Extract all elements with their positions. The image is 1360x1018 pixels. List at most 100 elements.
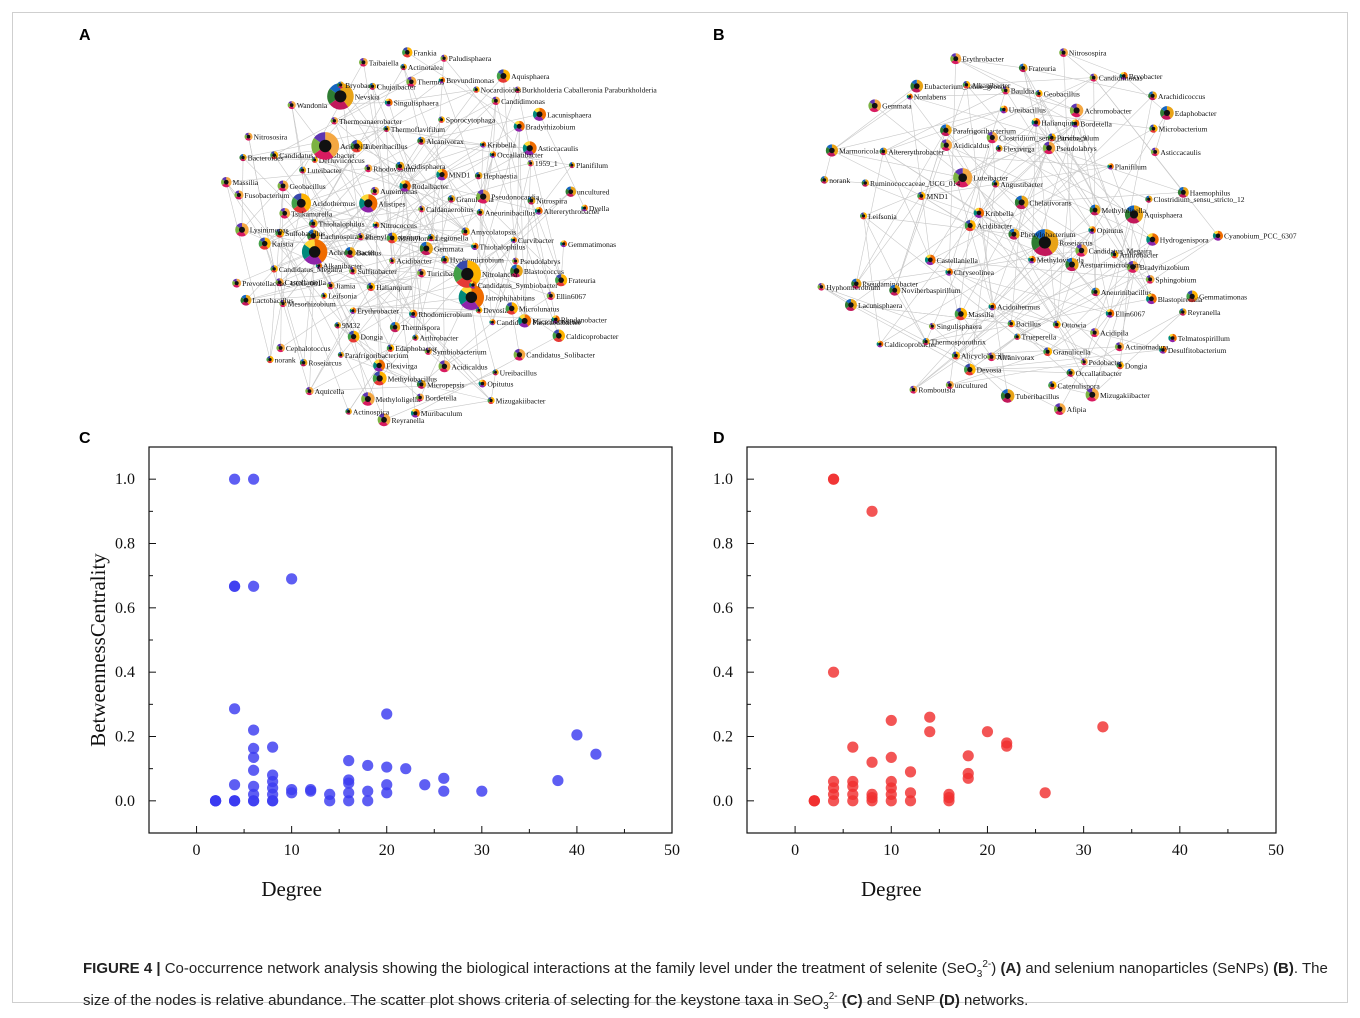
- scatter-point: [828, 795, 839, 806]
- scatter-point: [905, 795, 916, 806]
- scatter-point: [324, 795, 335, 806]
- scatter-point: [248, 474, 259, 485]
- scatter-point: [438, 773, 449, 784]
- x-tick-label: 0: [791, 842, 799, 859]
- x-tick-label: 10: [883, 842, 899, 859]
- scatter-point: [248, 795, 259, 806]
- caption-segment: and selenium nanoparticles (SeNPs): [1021, 960, 1273, 977]
- scatter-point: [963, 750, 974, 761]
- scatter-point: [847, 742, 858, 753]
- scatter-point: [343, 778, 354, 789]
- scatter-point: [286, 787, 297, 798]
- caption-segment: 2-: [982, 959, 991, 970]
- scatter-point: [809, 795, 820, 806]
- y-tick-label: 1.0: [115, 471, 135, 488]
- scatter-point: [476, 786, 487, 797]
- scatter-point: [267, 795, 278, 806]
- scatter-point: [419, 779, 430, 790]
- scatter-points: [210, 474, 602, 807]
- scatter-point: [400, 763, 411, 774]
- y-tick-label: 0.8: [713, 536, 733, 553]
- scatter-point: [229, 703, 240, 714]
- scatter-point: [886, 715, 897, 726]
- scatter-point: [305, 786, 316, 797]
- scatter-point: [963, 773, 974, 784]
- caption-segment: 2-: [829, 991, 838, 1002]
- y-tick-label: 0.8: [115, 536, 135, 553]
- scatter-point: [866, 506, 877, 517]
- scatter-point: [1001, 741, 1012, 752]
- y-axis-title: BetweennessCentrality: [86, 553, 110, 747]
- scatter-point: [248, 765, 259, 776]
- x-axis-title: Degree: [861, 877, 922, 901]
- x-tick-label: 0: [193, 842, 201, 859]
- x-tick-label: 10: [284, 842, 300, 859]
- plot-frame: [149, 447, 672, 833]
- caption-segment: Co-occurrence network analysis showing t…: [161, 960, 977, 977]
- scatter-panels: C 0 10 20 30 40 50 0.0 0.2 0.4 0.6 0.8 1.0 Degree Betw…: [13, 13, 1349, 943]
- x-tick-label: 20: [379, 842, 395, 859]
- scatter-point: [886, 752, 897, 763]
- scatter-point: [343, 795, 354, 806]
- scatter-point: [924, 726, 935, 737]
- caption-segment: networks.: [960, 992, 1028, 1009]
- scatter-point: [886, 795, 897, 806]
- scatter-point: [552, 775, 563, 786]
- scatter-point: [286, 573, 297, 584]
- scatter-point: [210, 795, 221, 806]
- scatter-point: [381, 761, 392, 772]
- figure-caption: FIGURE 4 | Co-occurrence network analysi…: [83, 954, 1351, 1018]
- y-tick-label: 0.4: [713, 664, 733, 681]
- x-tick-label: 50: [664, 842, 680, 859]
- scatter-point: [267, 742, 278, 753]
- x-tick-label: 30: [1076, 842, 1092, 859]
- panel-letter: D: [713, 430, 725, 447]
- scatter-plot-C: C 0 10 20 30 40 50 0.0 0.2 0.4 0.6 0.8 1.0 Degree Betw…: [79, 430, 680, 901]
- scatter-point: [866, 795, 877, 806]
- y-tick-label: 1.0: [713, 471, 733, 488]
- scatter-point: [229, 474, 240, 485]
- scatter-point: [1097, 721, 1108, 732]
- y-tick-label: 0.6: [713, 600, 733, 617]
- scatter-points: [809, 474, 1109, 807]
- x-tick-label: 30: [474, 842, 490, 859]
- x-axis-title: Degree: [261, 877, 322, 901]
- scatter-point: [571, 729, 582, 740]
- x-tick-label: 40: [1172, 842, 1188, 859]
- y-tick-label: 0.2: [115, 729, 135, 746]
- y-tick-label: 0.0: [115, 793, 135, 810]
- y-tick-label: 0.4: [115, 664, 135, 681]
- scatter-point: [248, 752, 259, 763]
- scatter-point: [343, 755, 354, 766]
- scatter-point: [362, 795, 373, 806]
- x-tick-label: 40: [569, 842, 585, 859]
- scatter-point: [924, 712, 935, 723]
- y-tick-label: 0.0: [713, 793, 733, 810]
- panel-letter: C: [79, 430, 91, 447]
- caption-segment: 3: [977, 969, 983, 980]
- x-tick-label: 50: [1268, 842, 1284, 859]
- scatter-point: [828, 474, 839, 485]
- scatter-point: [362, 786, 373, 797]
- scatter-point: [590, 749, 601, 760]
- scatter-point: [438, 786, 449, 797]
- scatter-point: [866, 757, 877, 768]
- scatter-point: [381, 787, 392, 798]
- caption-segment: and SeNP: [863, 992, 939, 1009]
- caption-segment: (D): [939, 992, 960, 1009]
- x-tick-label: 20: [979, 842, 995, 859]
- caption-segment: 3: [823, 1001, 829, 1012]
- scatter-point: [847, 795, 858, 806]
- y-tick-label: 0.6: [115, 600, 135, 617]
- scatter-point: [943, 795, 954, 806]
- scatter-point: [248, 724, 259, 735]
- caption-segment: (C): [842, 992, 863, 1009]
- scatter-point: [1040, 787, 1051, 798]
- scatter-point: [248, 581, 259, 592]
- scatter-point: [229, 779, 240, 790]
- figure-label: FIGURE 4 |: [83, 960, 161, 977]
- scatter-point: [905, 766, 916, 777]
- caption-segment: (A): [1000, 960, 1021, 977]
